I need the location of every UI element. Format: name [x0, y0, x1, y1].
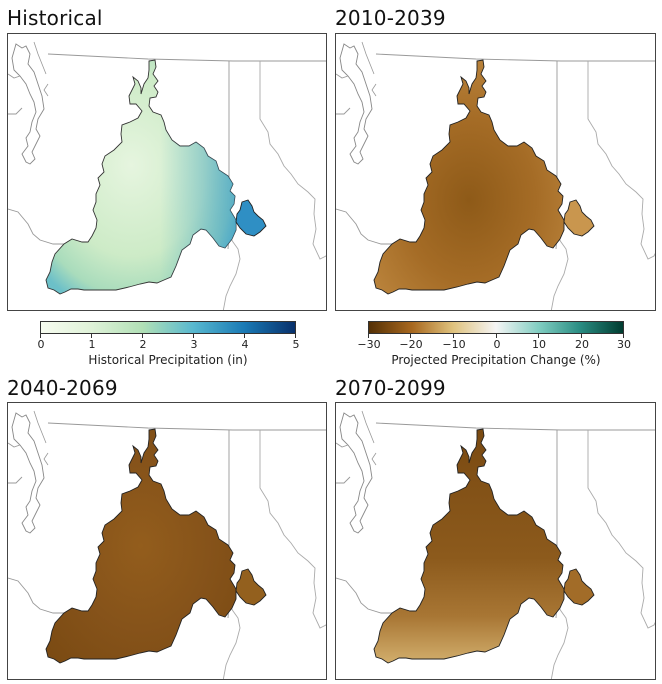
colorbar-change-tick-label: 0 — [493, 338, 501, 351]
colorbar-change-tick-label: 20 — [575, 338, 589, 351]
map-2070-2099-svg — [336, 410, 655, 679]
colorbar-change-tick-label: 30 — [617, 338, 631, 351]
colorbar-change-tick — [368, 334, 369, 338]
colorbar-change-tick — [496, 334, 497, 338]
colorbar-historical-tick-label: 2 — [139, 338, 147, 351]
colorbar-historical-tick — [91, 334, 92, 338]
colorbar-change-tick — [410, 334, 411, 338]
panel-title-2040-2069: 2040-2069 — [7, 376, 118, 400]
map-historical-svg — [8, 41, 326, 310]
panel-title-2010-2039: 2010-2039 — [335, 6, 446, 30]
colorbar-historical-label: Historical Precipitation (in) — [88, 353, 248, 367]
colorbar-change-tick-label: −30 — [357, 338, 381, 351]
colorbar-historical-tick-label: 3 — [190, 338, 198, 351]
colorbar-historical-tick — [295, 334, 296, 338]
colorbar-historical-tick-label: 0 — [37, 338, 45, 351]
panel-title-2070-2099: 2070-2099 — [335, 376, 446, 400]
colorbar-historical — [40, 321, 296, 334]
colorbar-historical-tick — [193, 334, 194, 338]
colorbar-change-tick-label: 10 — [532, 338, 546, 351]
colorbar-historical-tick-label: 5 — [292, 338, 300, 351]
colorbar-change-tick-label: −10 — [442, 338, 466, 351]
map-2070-2099 — [335, 402, 656, 680]
map-2040-2069-svg — [8, 410, 326, 679]
map-historical — [7, 33, 327, 311]
map-2040-2069 — [7, 402, 327, 680]
colorbar-change-label: Projected Precipitation Change (%) — [391, 353, 601, 367]
panel-title-historical: Historical — [7, 6, 103, 30]
colorbar-change-tick — [581, 334, 582, 338]
colorbar-change-tick — [538, 334, 539, 338]
colorbar-change-tick — [453, 334, 454, 338]
colorbar-change-tick — [623, 334, 624, 338]
colorbar-change-tick-label: −20 — [399, 338, 423, 351]
colorbar-historical-tick-label: 4 — [241, 338, 249, 351]
colorbar-historical-tick — [40, 334, 41, 338]
map-2010-2039-svg — [336, 41, 655, 310]
colorbar-historical-tick — [142, 334, 143, 338]
colorbar-historical-tick-label: 1 — [88, 338, 96, 351]
colorbar-change — [368, 321, 624, 334]
map-2010-2039 — [335, 33, 656, 311]
colorbar-historical-tick — [244, 334, 245, 338]
